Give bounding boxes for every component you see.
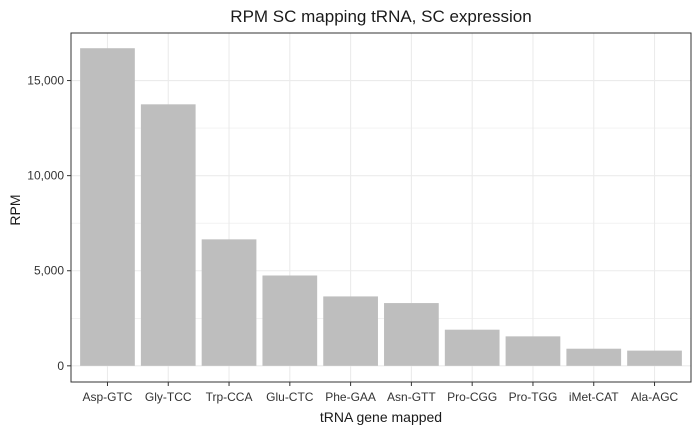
bar-pro-tgg	[505, 336, 561, 366]
x-tick-label: Gly-TCC	[145, 390, 192, 404]
x-tick-label: Phe-GAA	[325, 390, 376, 404]
x-tick-label: Pro-TGG	[509, 390, 558, 404]
x-tick-label: Ala-AGC	[631, 390, 679, 404]
bars	[80, 48, 682, 366]
y-tick-label: 0	[57, 359, 64, 373]
bar-trp-cca	[201, 239, 257, 366]
x-tick-label: Trp-CCA	[206, 390, 253, 404]
bar-ala-agc	[627, 350, 682, 366]
x-tick-label: Asn-GTT	[387, 390, 436, 404]
x-tick-label: Glu-CTC	[266, 390, 314, 404]
bar-gly-tcc	[140, 104, 196, 366]
chart-title: RPM SC mapping tRNA, SC expression	[230, 7, 531, 26]
x-axis-title: tRNA gene mapped	[320, 409, 442, 425]
bar-phe-gaa	[323, 296, 378, 366]
bar-asn-gtt	[384, 303, 439, 366]
y-tick-label: 5,000	[34, 264, 64, 278]
y-axis-ticks: 0 5,000 10,000 15,000	[27, 74, 71, 373]
bar-asp-gtc	[80, 48, 135, 366]
y-tick-label: 15,000	[27, 74, 64, 88]
x-tick-label: Pro-CGG	[447, 390, 497, 404]
x-tick-label: Asp-GTC	[82, 390, 132, 404]
y-tick-label: 10,000	[27, 169, 64, 183]
bar-glu-ctc	[262, 275, 318, 366]
y-axis-title: RPM	[7, 194, 23, 225]
bar-imet-cat	[566, 348, 622, 366]
panel-border	[70, 32, 692, 383]
x-tick-label: iMet-CAT	[569, 390, 619, 404]
x-axis-ticks: Asp-GTC Gly-TCC Trp-CCA Glu-CTC Phe-GAA Asn-G…	[82, 382, 679, 404]
bar-pro-cgg	[444, 329, 500, 366]
